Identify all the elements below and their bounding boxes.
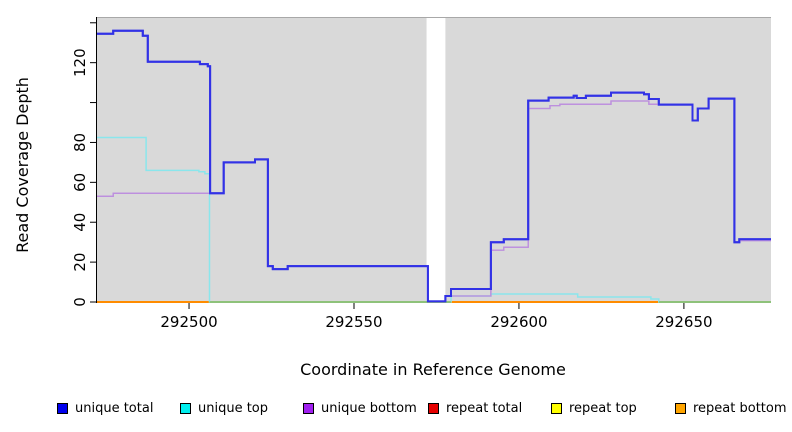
legend-item-repeat-top: repeat top xyxy=(551,398,637,418)
legend-label: repeat top xyxy=(569,400,637,416)
y-tick-label: 20 xyxy=(71,253,89,272)
legend-label: unique bottom xyxy=(321,400,417,416)
x-tick-label: 292550 xyxy=(325,313,382,331)
plot-background xyxy=(96,17,771,303)
legend-item-unique-total: unique total xyxy=(57,398,153,418)
y-axis-title: Read Coverage Depth xyxy=(13,77,32,253)
series-unique-top-line xyxy=(96,136,771,303)
masked-region xyxy=(426,17,446,303)
repeat-top-swatch-icon xyxy=(551,402,562,414)
y-tick-label: 40 xyxy=(71,213,89,232)
coverage-plot: 0 20 40 60 80 120 292500 292550 292600 292650 Coo… xyxy=(13,17,771,379)
legend-label: unique total xyxy=(75,400,154,416)
legend-item-unique-bottom: unique bottom xyxy=(303,398,417,418)
repeat-bottom-swatch-icon xyxy=(675,402,686,414)
x-axis-title: Coordinate in Reference Genome xyxy=(300,360,566,379)
y-tick-label: 120 xyxy=(71,48,89,77)
legend: unique total unique top unique bottom re… xyxy=(0,398,792,422)
unique-bottom-swatch-icon xyxy=(303,402,314,414)
legend-label: repeat bottom xyxy=(693,400,787,416)
series-unique-total-line xyxy=(96,29,771,303)
legend-label: unique top xyxy=(198,400,269,416)
legend-item-unique-top: unique top xyxy=(180,398,268,418)
x-tick-label: 292500 xyxy=(160,313,217,331)
unique-total-swatch-icon xyxy=(57,402,68,414)
plot-series xyxy=(96,29,771,303)
legend-item-repeat-bottom: repeat bottom xyxy=(675,398,787,418)
x-tick-label: 292600 xyxy=(490,313,547,331)
y-tick-label: 60 xyxy=(71,173,89,192)
legend-label: repeat total xyxy=(446,400,523,416)
unique-top-swatch-icon xyxy=(180,402,191,414)
y-tick-label: 0 xyxy=(71,297,89,307)
plot-axes: 0 20 40 60 80 120 292500 292550 292600 292650 xyxy=(71,17,713,331)
legend-item-repeat-total: repeat total xyxy=(428,398,522,418)
y-tick-label: 80 xyxy=(71,133,89,152)
repeat-total-swatch-icon xyxy=(428,402,439,414)
x-tick-label: 292650 xyxy=(655,313,712,331)
